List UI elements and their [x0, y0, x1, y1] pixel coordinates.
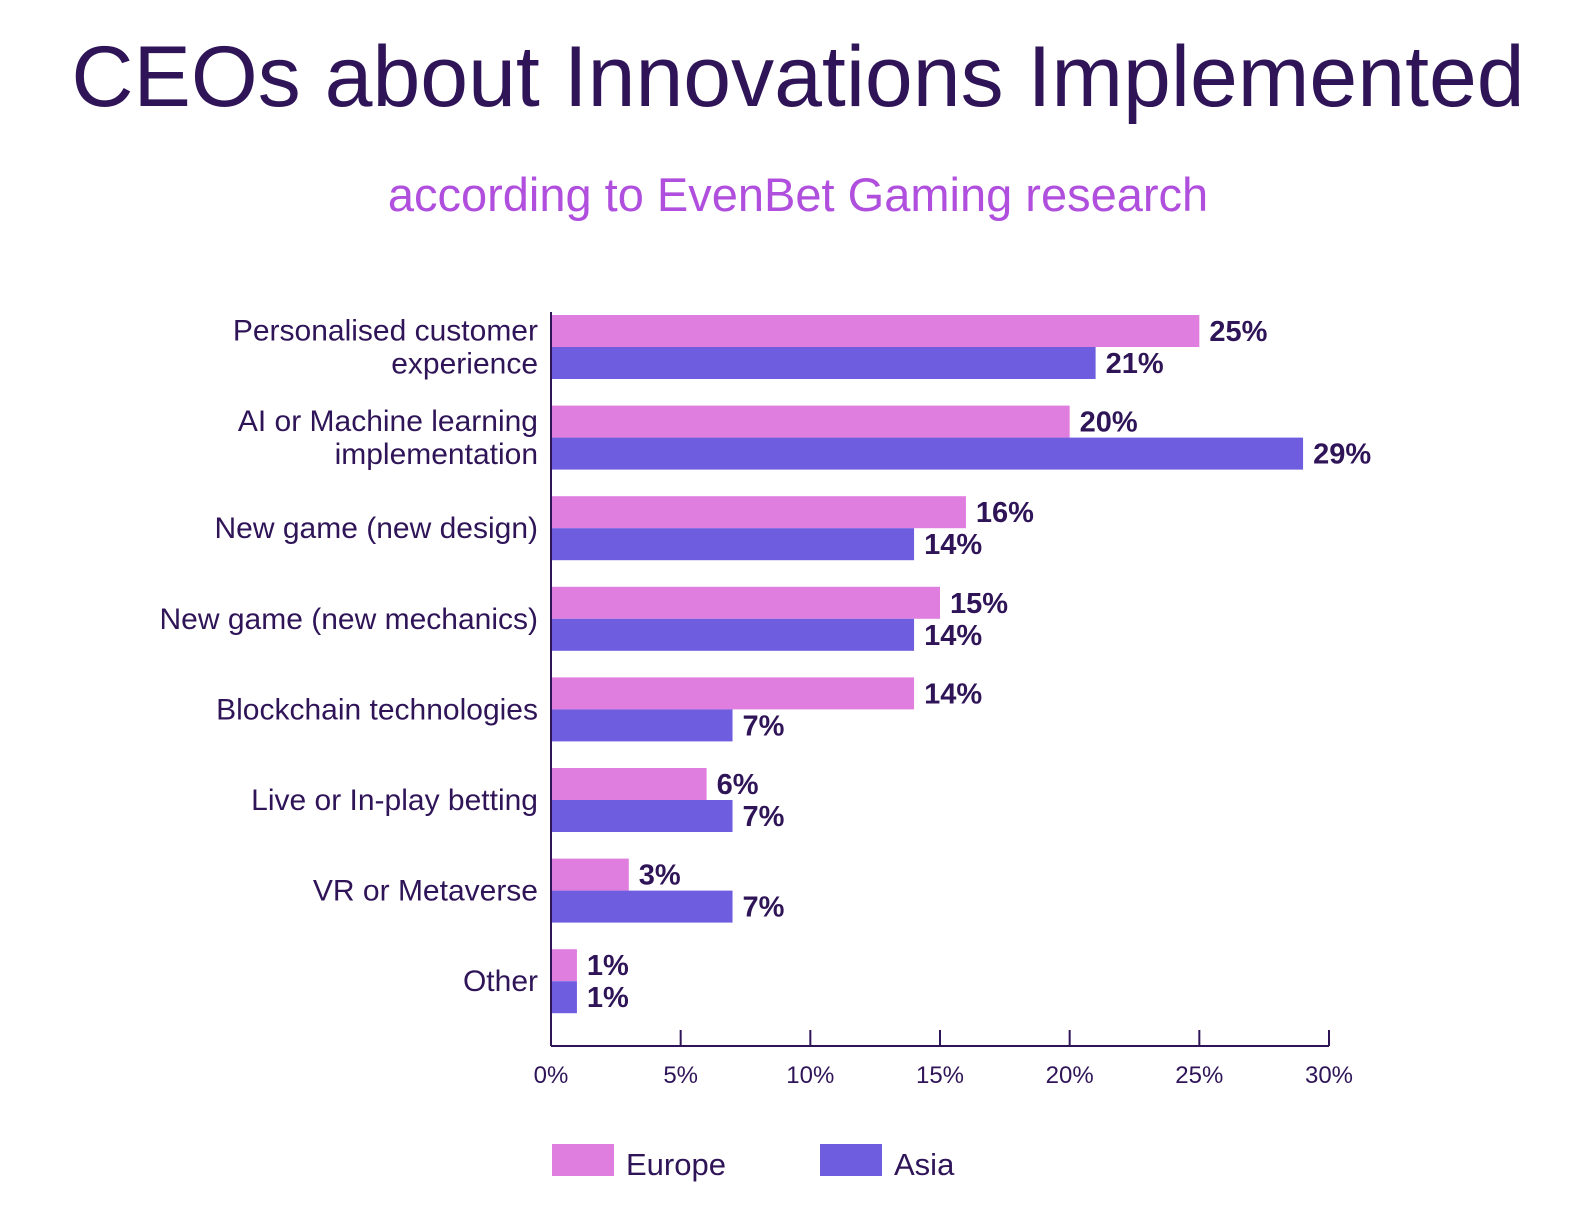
category-label-2: New game (new design) — [215, 512, 538, 545]
bar-europe-1 — [551, 405, 1070, 438]
category-label-0: Personalised customer experience — [233, 315, 538, 381]
value-label-asia-2: 14% — [924, 529, 982, 561]
value-label-asia-3: 14% — [924, 620, 982, 652]
chart-title: CEOs about Innovations Implemented — [71, 29, 1524, 125]
x-tick-label-3: 15% — [916, 1062, 964, 1089]
x-tick-label-1: 5% — [663, 1062, 698, 1089]
category-label-7: Other — [463, 965, 538, 998]
bar-asia-0 — [551, 347, 1096, 379]
bar-europe-0 — [551, 315, 1200, 347]
bar-europe-6 — [551, 858, 629, 891]
x-tick-label-4: 20% — [1046, 1062, 1094, 1089]
bar-europe-4 — [551, 677, 915, 710]
category-label-6: VR or Metaverse — [313, 875, 538, 908]
bar-asia-4 — [551, 709, 733, 742]
bar-asia-2 — [551, 528, 915, 561]
category-label-5: Live or In-play betting — [251, 784, 538, 817]
chart-subtitle: according to EvenBet Gaming research — [388, 168, 1208, 221]
category-label-4: Blockchain technologies — [216, 693, 538, 726]
x-tick-label-0: 0% — [534, 1062, 569, 1089]
value-label-asia-0: 21% — [1106, 348, 1164, 380]
bar-asia-3 — [551, 618, 915, 651]
x-tick-label-5: 25% — [1175, 1062, 1223, 1089]
x-tick-label-2: 10% — [786, 1062, 834, 1089]
value-label-asia-5: 7% — [743, 801, 785, 833]
value-label-asia-7: 1% — [587, 982, 629, 1014]
legend: Europe Asia — [552, 1144, 955, 1182]
value-label-europe-3: 15% — [950, 588, 1008, 620]
legend-swatch-europe — [552, 1144, 614, 1176]
value-label-asia-1: 29% — [1313, 439, 1371, 471]
value-label-asia-4: 7% — [743, 710, 785, 742]
legend-label-asia: Asia — [894, 1147, 955, 1182]
bar-europe-5 — [551, 768, 707, 800]
bar-europe-7 — [551, 949, 577, 982]
plot-area: 25% 21% Personalised customer experience 20%… — [160, 315, 1372, 1015]
bar-asia-7 — [551, 981, 577, 1014]
x-tick-label-6: 30% — [1305, 1062, 1353, 1089]
bar-europe-3 — [551, 586, 940, 619]
value-label-europe-5: 6% — [717, 769, 759, 801]
category-label-1: AI or Machine learning implementation — [238, 405, 538, 471]
bar-asia-1 — [551, 437, 1304, 470]
legend-label-europe: Europe — [626, 1147, 726, 1182]
axes: 0% 5% 10% 15% 20% 25% 30% — [534, 312, 1353, 1089]
value-label-europe-2: 16% — [976, 497, 1034, 529]
bar-europe-2 — [551, 496, 966, 529]
value-label-europe-7: 1% — [587, 950, 629, 982]
value-label-europe-1: 20% — [1080, 407, 1138, 439]
value-label-europe-6: 3% — [639, 860, 681, 892]
category-label-3: New game (new mechanics) — [160, 603, 538, 636]
value-label-asia-6: 7% — [743, 892, 785, 924]
value-label-europe-0: 25% — [1209, 316, 1267, 348]
bar-asia-6 — [551, 890, 733, 923]
value-label-europe-4: 14% — [924, 678, 982, 710]
bar-asia-5 — [551, 800, 733, 832]
legend-swatch-asia — [820, 1144, 882, 1176]
